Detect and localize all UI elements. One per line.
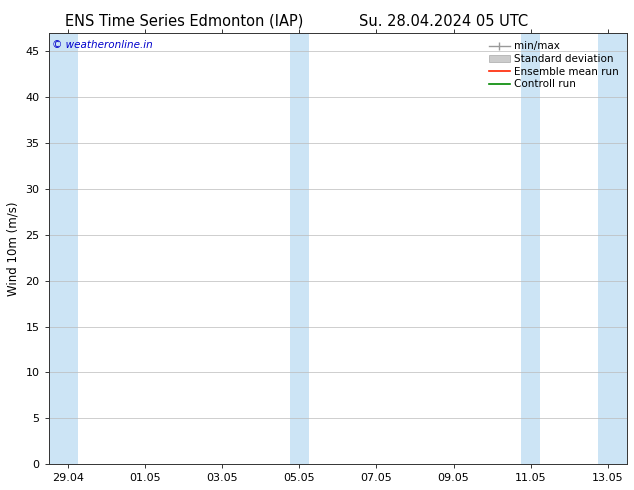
Y-axis label: Wind 10m (m/s): Wind 10m (m/s) (7, 201, 20, 296)
Legend: min/max, Standard deviation, Ensemble mean run, Controll run: min/max, Standard deviation, Ensemble me… (486, 38, 622, 93)
Text: Su. 28.04.2024 05 UTC: Su. 28.04.2024 05 UTC (359, 14, 528, 29)
Text: © weatheronline.in: © weatheronline.in (51, 40, 152, 49)
Bar (598, 33, 627, 464)
Bar (49, 33, 77, 464)
Text: ENS Time Series Edmonton (IAP): ENS Time Series Edmonton (IAP) (65, 14, 303, 29)
Bar (290, 33, 309, 464)
Bar (521, 33, 540, 464)
